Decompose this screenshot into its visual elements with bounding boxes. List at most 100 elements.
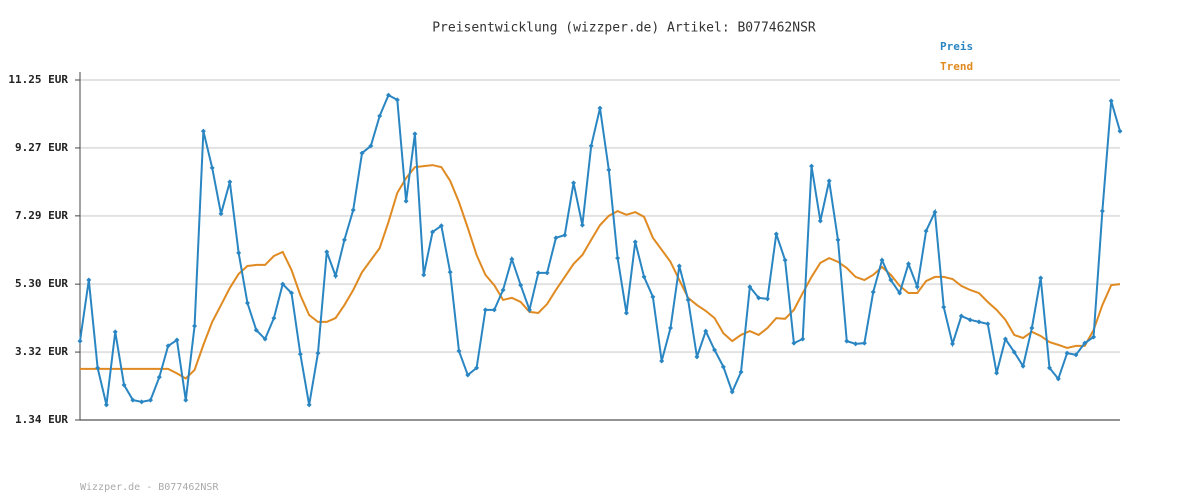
data-point (632, 239, 638, 245)
data-point (958, 313, 964, 319)
data-point (844, 338, 850, 344)
data-point (941, 304, 947, 310)
data-point (526, 307, 532, 313)
legend-label: Preis (940, 40, 973, 53)
data-point (518, 282, 524, 288)
data-point (315, 350, 321, 356)
data-point (465, 372, 471, 378)
data-point (509, 256, 515, 262)
data-point (377, 113, 383, 119)
footer: Wizzper.de - B077462NSR (80, 482, 219, 493)
data-point (888, 277, 894, 283)
data-point (324, 249, 330, 255)
y-tick-label: 3.32 EUR (15, 345, 68, 358)
chart-title: Preisentwicklung (wizzper.de) Artikel: B… (432, 21, 816, 36)
data-point (747, 284, 753, 290)
data-point (1117, 128, 1123, 134)
data-point (668, 325, 674, 331)
data-point (394, 97, 400, 103)
series-line (80, 164, 1121, 380)
data-point (112, 329, 118, 335)
data-point (1099, 208, 1105, 214)
data-point (482, 307, 488, 313)
data-point (1108, 98, 1114, 104)
data-point (438, 223, 444, 229)
data-point (535, 270, 541, 276)
data-point (597, 105, 603, 111)
data-point (985, 321, 991, 327)
data-point (712, 347, 718, 353)
data-point (1002, 336, 1008, 342)
data-point (703, 328, 709, 334)
data-point (333, 273, 339, 279)
data-point (385, 92, 391, 98)
data-point (606, 167, 612, 173)
data-point (297, 351, 303, 357)
data-point (685, 297, 691, 303)
data-point (615, 255, 621, 261)
data-point (976, 319, 982, 325)
data-point (826, 178, 832, 184)
data-point (694, 354, 700, 360)
data-point (870, 289, 876, 295)
data-point (1046, 365, 1052, 371)
data-point (932, 209, 938, 215)
data-point (738, 369, 744, 375)
data-point (650, 294, 656, 300)
data-point (227, 179, 233, 185)
y-tick-label: 1.34 EUR (15, 413, 68, 426)
data-point (756, 295, 762, 301)
data-point (1020, 363, 1026, 369)
data-point (879, 257, 885, 263)
data-point (773, 231, 779, 237)
data-point (500, 287, 506, 293)
data-point (174, 337, 180, 343)
data-point (183, 397, 189, 403)
data-point (130, 397, 136, 403)
data-point (1029, 325, 1035, 331)
y-tick-label: 5.30 EUR (15, 277, 68, 290)
data-point (148, 397, 154, 403)
data-point (209, 165, 215, 171)
data-point (491, 307, 497, 313)
data-point (421, 272, 427, 278)
data-point (676, 263, 682, 269)
data-point (359, 150, 365, 156)
data-point (236, 250, 242, 256)
data-point (86, 277, 92, 283)
data-point (368, 143, 374, 149)
data-point (403, 198, 409, 204)
data-point (1038, 275, 1044, 281)
data-point (853, 341, 859, 347)
data-point (994, 370, 1000, 376)
data-point (103, 402, 109, 408)
data-point (782, 257, 788, 263)
data-point (1091, 334, 1097, 340)
data-point (1055, 376, 1061, 382)
data-point (562, 232, 568, 238)
data-point (156, 374, 162, 380)
data-point (218, 211, 224, 217)
data-point (95, 365, 101, 371)
y-tick-label: 9.27 EUR (15, 141, 68, 154)
data-point (817, 218, 823, 224)
data-point (306, 402, 312, 408)
data-point (905, 261, 911, 267)
data-point (923, 228, 929, 234)
data-point (77, 338, 83, 344)
data-point (412, 131, 418, 137)
data-point (950, 341, 956, 347)
data-point (271, 315, 277, 321)
data-point (571, 180, 577, 186)
data-point (262, 336, 268, 342)
data-point (791, 340, 797, 346)
data-point (720, 364, 726, 370)
data-point (244, 300, 250, 306)
data-point (341, 237, 347, 243)
data-point (350, 207, 356, 213)
data-point (659, 358, 665, 364)
data-point (914, 284, 920, 290)
data-point (553, 235, 559, 241)
data-point (253, 327, 259, 333)
